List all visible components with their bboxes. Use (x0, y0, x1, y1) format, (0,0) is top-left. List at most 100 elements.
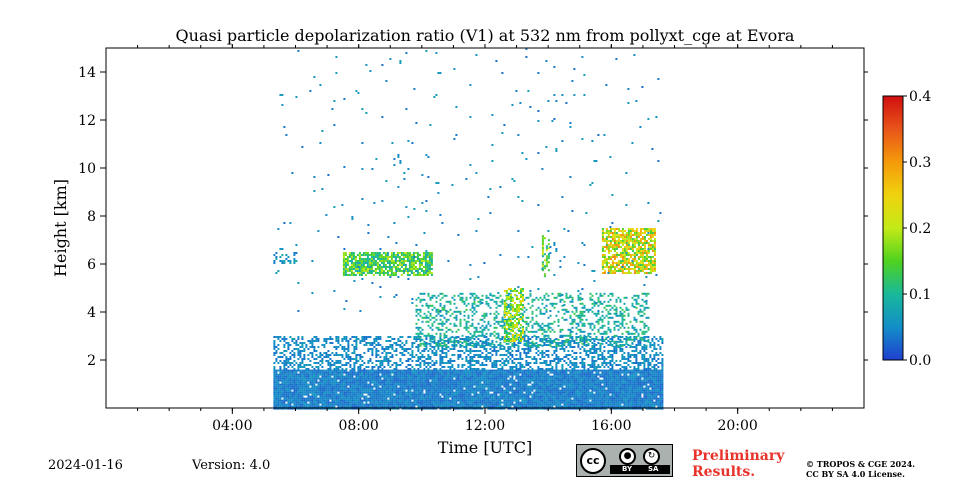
heatmap-cell (495, 397, 498, 400)
heatmap-cell (479, 403, 482, 406)
heatmap-cell (327, 405, 330, 408)
heatmap-cell (543, 407, 546, 410)
heatmap-cell (317, 397, 320, 400)
heatmap-cell (491, 346, 494, 348)
heatmap-cell (439, 368, 442, 370)
heatmap-cell (297, 348, 300, 350)
heatmap-cell (513, 342, 516, 344)
heatmap-cell (385, 373, 388, 376)
heatmap-cell (349, 373, 352, 376)
heatmap-cell (379, 379, 382, 382)
heatmap-cell (285, 356, 288, 358)
heatmap-cell (401, 379, 404, 382)
heatmap-cell (541, 387, 544, 390)
heatmap-cell (355, 338, 358, 340)
heatmap-cell (377, 385, 380, 388)
heatmap-cell (315, 397, 318, 400)
heatmap-cell (477, 381, 480, 384)
heatmap-cell (387, 373, 390, 376)
heatmap-cell (357, 389, 360, 392)
heatmap-cell (451, 364, 454, 366)
heatmap-cell (423, 387, 426, 390)
heatmap-cell (513, 389, 516, 392)
heatmap-cell (349, 393, 352, 396)
heatmap-cell (533, 362, 536, 364)
heatmap-cell (637, 377, 640, 380)
heatmap-cell (583, 407, 586, 410)
heatmap-cell (553, 399, 556, 402)
heatmap-cell (465, 338, 468, 340)
heatmap-cell (477, 344, 480, 346)
heatmap-cell (345, 399, 348, 402)
heatmap-cell (393, 397, 396, 400)
heatmap-cell (593, 399, 596, 402)
heatmap-cell (325, 403, 328, 406)
heatmap-cell (485, 358, 488, 360)
heatmap-cell (503, 383, 506, 386)
heatmap-cell (359, 405, 362, 408)
heatmap-cell (475, 395, 478, 398)
heatmap-cell (305, 405, 308, 408)
heatmap-cell (629, 393, 632, 396)
heatmap-cell (629, 383, 632, 386)
heatmap-cell (567, 375, 570, 378)
heatmap-cell (313, 340, 316, 342)
heatmap-cell (323, 407, 326, 410)
heatmap-cell (409, 373, 412, 376)
heatmap-cell (337, 360, 340, 362)
heatmap-cell (421, 393, 424, 396)
heatmap-cell (481, 393, 484, 396)
heatmap-cell (519, 387, 522, 390)
heatmap-cell (503, 364, 506, 366)
heatmap-cell (323, 340, 326, 342)
heatmap-cell (397, 405, 400, 408)
heatmap-cell (285, 377, 288, 380)
heatmap-cell (393, 383, 396, 386)
heatmap-cell (587, 379, 590, 382)
heatmap-cell (325, 383, 328, 386)
heatmap-cell (519, 368, 522, 370)
heatmap-cell (311, 342, 314, 344)
heatmap-cell (311, 405, 314, 408)
heatmap-cell (383, 393, 386, 396)
heatmap-cell (589, 397, 592, 400)
heatmap-cell (525, 371, 528, 374)
heatmap-cell (307, 340, 310, 342)
heatmap-cell (473, 395, 476, 398)
heatmap-cell (527, 403, 530, 406)
heatmap-cell (641, 379, 644, 382)
heatmap-cell (351, 381, 354, 384)
heatmap-cell (635, 391, 638, 394)
heatmap-cell (627, 375, 630, 378)
heatmap-cell (359, 371, 362, 374)
heatmap-cell (533, 356, 536, 358)
heatmap-cell (481, 377, 484, 380)
heatmap-cell (299, 354, 302, 356)
heatmap-cell (565, 375, 568, 378)
heatmap-cell (325, 401, 328, 404)
heatmap-cell (355, 375, 358, 378)
heatmap-cell (379, 360, 382, 362)
heatmap-cell (279, 352, 282, 354)
heatmap-cell (515, 371, 518, 374)
heatmap-cell (417, 397, 420, 400)
heatmap-cell (581, 340, 584, 342)
heatmap-cell (381, 403, 384, 406)
heatmap-cell (345, 379, 348, 382)
heatmap-cell (587, 389, 590, 392)
heatmap-cell (325, 385, 328, 388)
heatmap-cell (363, 407, 366, 410)
heatmap-cell (547, 397, 550, 400)
heatmap-cell (611, 373, 614, 376)
heatmap-cell (367, 371, 370, 374)
heatmap-cell (413, 336, 416, 338)
heatmap-cell (329, 391, 332, 394)
heatmap-cell (381, 393, 384, 396)
heatmap-cell (309, 387, 312, 390)
heatmap-cell (447, 407, 450, 410)
heatmap-cell (599, 391, 602, 394)
heatmap-cell (555, 395, 558, 398)
heatmap-cell (391, 397, 394, 400)
heatmap-cell (305, 389, 308, 392)
heatmap-cell (417, 393, 420, 396)
